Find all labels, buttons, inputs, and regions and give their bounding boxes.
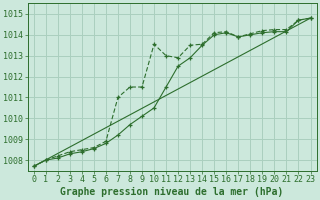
X-axis label: Graphe pression niveau de la mer (hPa): Graphe pression niveau de la mer (hPa) bbox=[60, 186, 284, 197]
